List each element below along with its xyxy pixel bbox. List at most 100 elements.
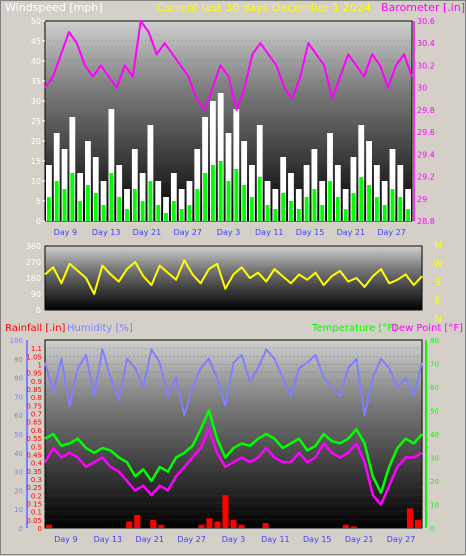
rain-x-tick-label: Day 21 [135,535,164,544]
wind-direction-line [44,259,423,295]
wind-average-bar [382,205,387,221]
wind-tick-label: 25 [31,117,41,126]
wind-gust-bar [256,125,263,221]
wind-gust-bar [61,149,68,221]
wind-gust-bar [147,125,154,221]
rainfall-tick-label: 0.95 [26,370,42,378]
compass-label: N [434,240,441,251]
wind-average-bar [101,205,106,221]
humidity-tick-label: 50 [14,431,23,439]
temperature-tick-label: 30 [430,455,439,463]
wind-gust-bar [53,133,60,221]
dewpoint-title: Dew Point [°F] [391,323,463,334]
barometer-tick-label: 29.6 [417,128,435,137]
rainfall-tick-label: 0 [38,525,42,533]
temperature-title: Temperature [°F] [311,323,397,334]
wind-gust-bar [342,189,349,221]
rain-x-tick-label: Day 21 [345,535,374,544]
wind-tick-label: 50 [31,17,41,26]
wind-gust-bar [163,197,169,221]
wind-average-bar [343,209,348,221]
rainfall-bar [230,519,237,528]
rainfall-bar [222,495,229,528]
rainfall-tick-label: 1.05 [26,353,42,361]
rainfall-tick-label: 1 [38,362,42,370]
wind-gust-bar [272,189,279,221]
wind-average-bar [132,189,137,221]
wind-gust-bar [124,189,130,221]
rainfall-tick-label: 0.15 [26,500,42,508]
wind-gust-bar [155,181,162,221]
rainfall-bar [134,514,141,528]
wind-average-bar [320,205,325,221]
rainfall-tick-label: 0.1 [31,509,42,517]
rainfall-tick-label: 0.7 [31,411,42,419]
wind-gust-bar [389,149,396,221]
wind-average-bar [273,209,278,221]
dewpoint-line [43,428,423,506]
wind-average-bar [187,205,192,221]
wind-average-bar [226,181,231,221]
wind-average-bar [171,201,176,221]
direction-tick-label: 270 [26,258,41,267]
wind-gust-bar [241,141,248,221]
rainfall-bar [126,521,133,528]
compass-label: W [433,259,443,270]
wind-average-bar [351,193,356,221]
rainfall-bar [198,524,205,528]
rainfall-tick-label: 0.55 [26,435,42,443]
wind-average-bar [210,165,215,221]
rainfall-tick-label: 0.4 [31,460,43,468]
wind-tick-label: 40 [31,57,41,66]
wind-x-tick-label: Day 9 [54,228,77,237]
rainfall-bar [342,524,349,528]
barometer-tick-label: 30 [417,84,427,93]
temperature-tick-label: 70 [430,361,439,369]
rainfall-bar [350,526,357,528]
wind-gust-bar [303,165,310,221]
wind-gust-bar [139,173,146,221]
rainfall-tick-label: 1.1 [31,345,42,353]
wind-average-bar [203,173,207,221]
wind-gust-bar [350,157,357,221]
humidity-tick-label: 90 [14,356,23,364]
humidity-tick-label: 60 [14,412,23,420]
wind-average-bar [70,173,75,221]
wind-average-bar [304,197,309,221]
wind-tick-label: 20 [31,137,41,146]
rainfall-bar [158,524,165,528]
wind-average-bar [390,189,395,221]
barometer-line [44,20,413,111]
wind-tick-label: 35 [31,77,41,86]
wind-gust-bar [131,149,138,221]
rain-x-tick-label: Day 11 [261,535,290,544]
wind-gust-bar [311,149,318,221]
barometer-title: Barometer [.in] [381,1,465,14]
wind-average-bar [289,201,293,221]
humidity-tick-label: 30 [14,469,23,477]
humidity-line [44,348,423,417]
temperature-tick-label: 0 [430,525,434,533]
rainfall-tick-label: 0.9 [31,378,42,386]
wind-gust-bar [170,173,177,221]
humidity-tick-label: 40 [14,450,23,458]
wind-gust-bar [209,101,216,221]
rain-x-tick-label: Day 27 [177,535,206,544]
wind-x-tick-label: Day 21 [337,228,366,237]
barometer-tick-label: 29.8 [417,106,435,115]
temperature-tick-label: 80 [430,337,439,345]
rainfall-tick-label: 0.65 [26,419,42,427]
rainfall-tick-label: 0.35 [26,468,42,476]
humidity-tick-label: 10 [14,506,23,514]
wind-gust-bar [178,189,185,221]
rainfall-bar [46,524,53,528]
rain-x-tick-label: Day 27 [387,535,416,544]
rainfall-tick-label: 0.3 [31,476,42,484]
wind-average-bar [328,181,332,221]
barometer-tick-label: 28.8 [417,217,435,226]
humidity-tick-label: 70 [14,393,23,401]
rainfall-bar [238,524,245,528]
wind-average-bar [257,177,262,221]
compass-label: N [434,314,441,325]
